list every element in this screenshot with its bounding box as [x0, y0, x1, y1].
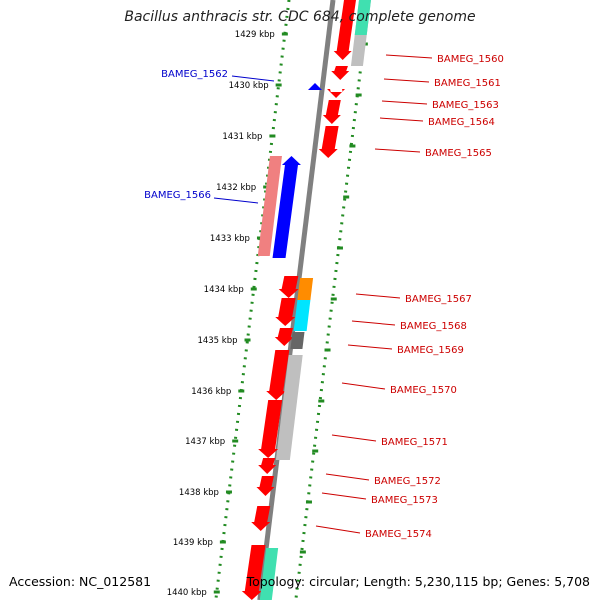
gene-label: BAMEG_1571 — [381, 437, 448, 448]
gene-leader-line — [315, 525, 361, 534]
tick-label: 1431 kbp — [222, 132, 262, 142]
gene-leader-line — [381, 100, 428, 105]
gene-arrow-1568 — [274, 328, 294, 346]
gene-arrow-1570 — [266, 350, 290, 400]
gene-arrow-1573 — [256, 476, 275, 496]
tick-label: 1439 kbp — [173, 538, 213, 548]
gene-leader-line — [385, 54, 433, 59]
tick-label: 1436 kbp — [191, 387, 231, 397]
gene-leader-line — [355, 293, 401, 299]
gene-label: BAMEG_1562 — [161, 69, 228, 80]
gene-leader-line — [351, 320, 396, 326]
gene-arrow-1574 — [251, 506, 271, 531]
gene-leader-line — [331, 434, 377, 442]
tick-label: 1434 kbp — [204, 285, 244, 295]
gene-label: BAMEG_1572 — [374, 476, 441, 487]
tick-label: 1437 kbp — [185, 437, 225, 447]
gene-leader-line — [341, 382, 386, 390]
gene-label: BAMEG_1573 — [371, 495, 438, 506]
gene-label: BAMEG_1561 — [434, 78, 501, 89]
tick-label: 1433 kbp — [210, 234, 250, 244]
gene-arrow-1560 — [333, 0, 356, 60]
gene-arrow-1562 — [308, 83, 322, 90]
tick-label: 1438 kbp — [179, 488, 219, 498]
gene-arrow-1568a — [275, 298, 296, 326]
gene-leader-line — [325, 473, 370, 481]
feature-block-pink — [257, 156, 282, 256]
tick-label: 1430 kbp — [229, 81, 269, 91]
gene-label: BAMEG_1564 — [428, 117, 495, 128]
genome-summary: Topology: circular; Length: 5,230,115 bp… — [246, 574, 590, 589]
gene-label: BAMEG_1560 — [437, 54, 504, 65]
gene-label: BAMEG_1565 — [425, 148, 492, 159]
gene-label: BAMEG_1567 — [405, 294, 472, 305]
gene-label: BAMEG_1568 — [400, 321, 467, 332]
tick-label: 1429 kbp — [235, 30, 275, 40]
gene-arrow-1566 — [272, 156, 301, 258]
gene-arrow-1561 — [331, 66, 350, 80]
gene-leader-line — [231, 75, 275, 82]
feature-block-cyan — [293, 300, 311, 331]
gene-arrow-1572 — [258, 458, 277, 474]
gene-label: BAMEG_1570 — [390, 385, 457, 396]
gene-arrow-1565 — [318, 126, 339, 158]
gene-leader-line — [321, 492, 367, 500]
gene-arrow-1564 — [322, 100, 341, 124]
gene-leader-line — [383, 78, 430, 83]
gene-leader-line — [379, 117, 424, 122]
tick-label: 1435 kbp — [197, 336, 237, 346]
gene-arrow-1571 — [258, 400, 283, 458]
tick-label: 1432 kbp — [216, 183, 256, 193]
gene-label: BAMEG_1569 — [397, 345, 464, 356]
feature-block-dark — [290, 332, 305, 349]
gene-label: BAMEG_1566 — [144, 190, 211, 201]
feature-block-teal — [354, 0, 371, 35]
feature-block-orange — [297, 278, 314, 300]
tick-label: 1440 kbp — [167, 588, 207, 598]
gene-arrow-bottom — [241, 545, 266, 600]
gene-arrow-1567 — [278, 276, 299, 298]
gene-arrow-1563 — [327, 89, 346, 98]
gene-leader-line — [347, 344, 393, 350]
gene-label: BAMEG_1563 — [432, 100, 499, 111]
feature-block-teal-2 — [259, 548, 279, 600]
accession-label: Accession: NC_012581 — [9, 574, 152, 589]
backbone-line — [257, 0, 336, 601]
gene-leader-line — [374, 148, 421, 153]
gene-leader-line — [213, 197, 259, 204]
feature-block-gray-2 — [275, 355, 303, 460]
map-title: Bacillus anthracis str. CDC 684, complet… — [124, 9, 476, 25]
gene-label: BAMEG_1574 — [365, 529, 432, 540]
